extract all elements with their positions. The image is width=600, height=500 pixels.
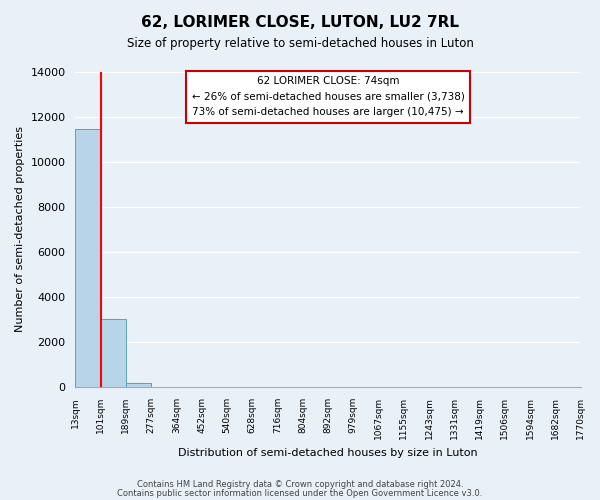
Bar — [126, 383, 151, 388]
Text: Contains public sector information licensed under the Open Government Licence v3: Contains public sector information licen… — [118, 488, 482, 498]
Y-axis label: Number of semi-detached properties: Number of semi-detached properties — [15, 126, 25, 332]
Text: 62 LORIMER CLOSE: 74sqm
← 26% of semi-detached houses are smaller (3,738)
73% of: 62 LORIMER CLOSE: 74sqm ← 26% of semi-de… — [191, 76, 464, 118]
Text: Size of property relative to semi-detached houses in Luton: Size of property relative to semi-detach… — [127, 38, 473, 51]
Bar — [101, 318, 126, 388]
Text: Contains HM Land Registry data © Crown copyright and database right 2024.: Contains HM Land Registry data © Crown c… — [137, 480, 463, 489]
X-axis label: Distribution of semi-detached houses by size in Luton: Distribution of semi-detached houses by … — [178, 448, 478, 458]
Bar — [76, 129, 101, 388]
Text: 62, LORIMER CLOSE, LUTON, LU2 7RL: 62, LORIMER CLOSE, LUTON, LU2 7RL — [141, 15, 459, 30]
